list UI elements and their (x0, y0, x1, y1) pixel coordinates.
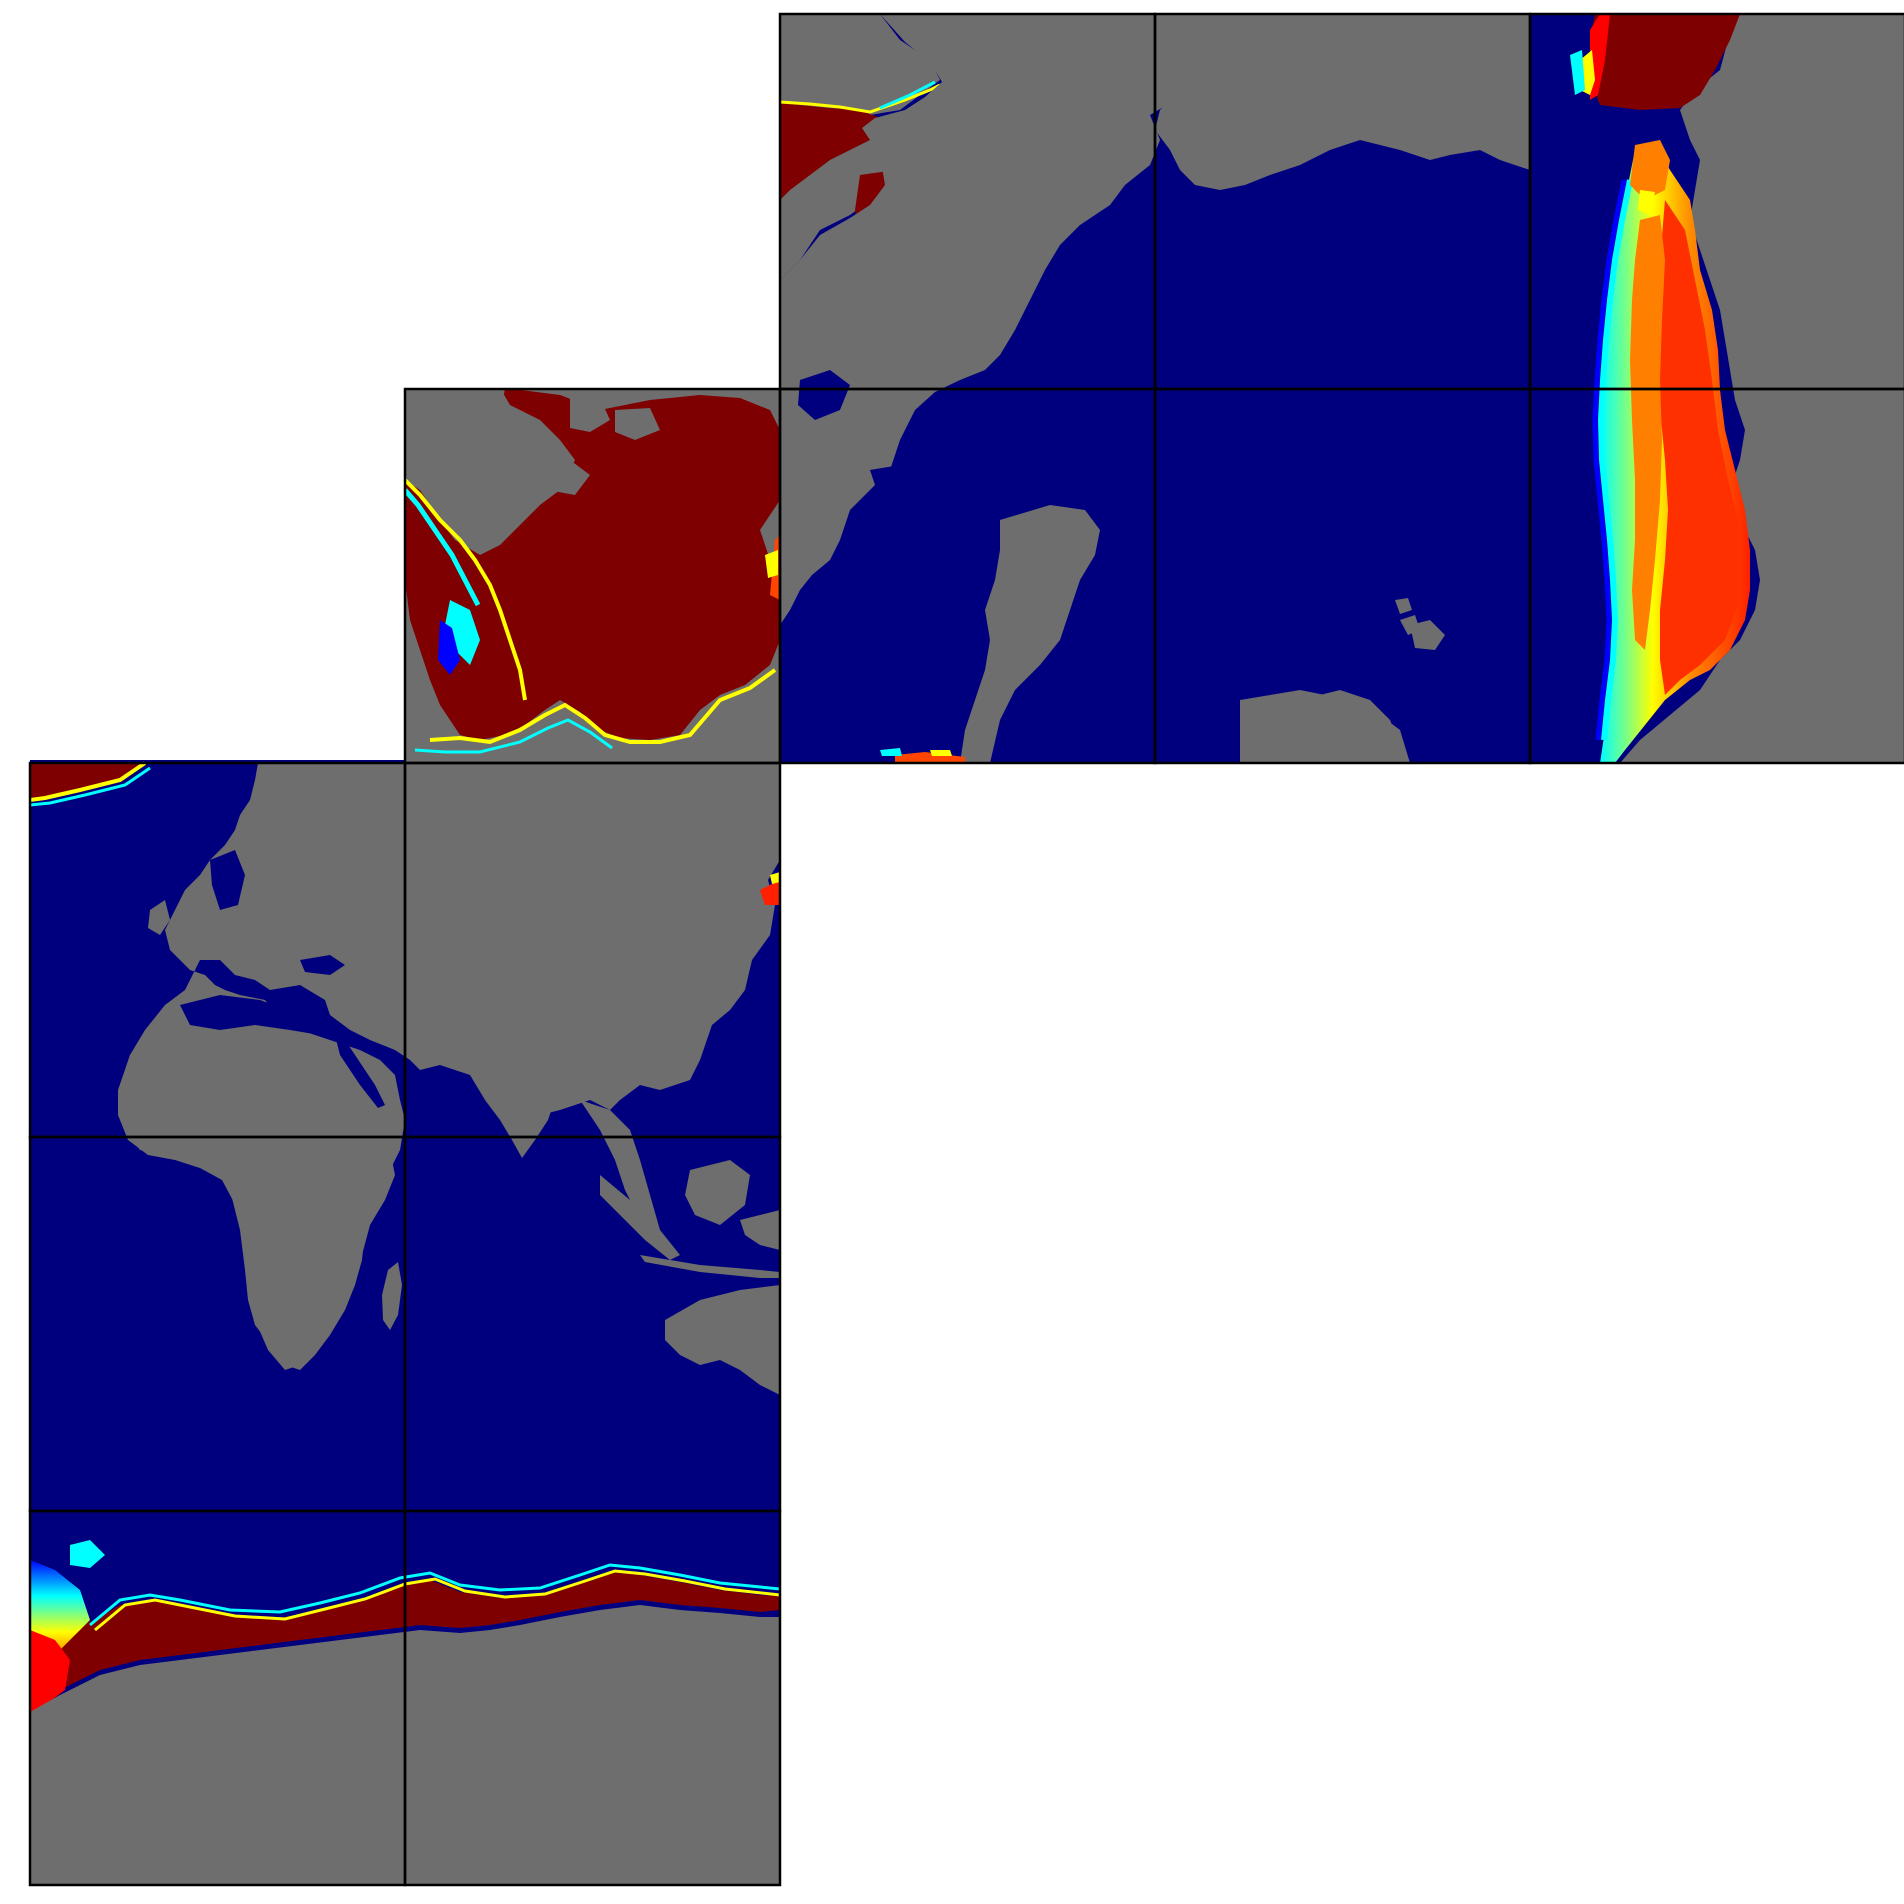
ice-pacific-orange (1630, 215, 1665, 650)
ice-arctic-blue-patch (445, 600, 480, 665)
land-antarctic-peninsula (1300, 690, 1400, 763)
land-siberia-alaska (780, 14, 940, 280)
land-borneo (685, 1160, 750, 1225)
black-sea (300, 955, 345, 975)
ice-arctic-fringe-edge (30, 761, 147, 802)
ice-pacific-top-neck (1630, 140, 1670, 200)
gulf-of-mexico (798, 370, 850, 420)
ice-arctic-fringe (30, 763, 145, 800)
ice-pacific-edge-cyan (1597, 179, 1633, 741)
ice-arctic-atlantic-cyan (405, 488, 481, 607)
ice-pacific-edge-blue (1592, 179, 1627, 741)
ice-weddell-red (30, 1630, 70, 1712)
ice-pacific-top-neck-yellow (1638, 190, 1655, 215)
land-british-isles (148, 900, 170, 935)
ice-top-right-block-edge (1590, 14, 1610, 100)
ice-weddell-cyan (70, 1540, 105, 1568)
land-pacific-island (1400, 615, 1420, 635)
ice-top-right-cyan (1570, 50, 1585, 95)
land-africa (118, 1055, 395, 1370)
ice-arctic-fringe-edge2 (30, 766, 151, 807)
land-south-america-top (960, 505, 1100, 763)
land-indochina (580, 1100, 660, 1230)
baltic-sea (210, 850, 245, 910)
land-madagascar (382, 1262, 402, 1330)
tile-left-3b (403, 1509, 782, 1887)
ice-arctic-atlantic-edge (405, 478, 527, 701)
land-sumatra (600, 1175, 680, 1260)
red-sea (335, 1035, 385, 1108)
ice-antarctic-edge-yellow (94, 1569, 780, 1632)
land-java-chain (640, 1255, 780, 1278)
ice-peninsula-cyan (880, 748, 902, 756)
ice-peninsula-yellow (930, 750, 952, 756)
land-australia (665, 1285, 780, 1395)
ice-pacific-core (1658, 200, 1742, 695)
land-greenland-top (1155, 14, 1530, 190)
ice-top-right-block (1590, 14, 1740, 110)
ice-bering-yellow (765, 550, 778, 578)
ice-arctic-pack (405, 388, 780, 740)
ice-antarctic-edge-outer (89, 1563, 780, 1627)
mediterranean-sea (180, 995, 330, 1035)
ice-peninsula-edge (895, 752, 965, 763)
face-grid (28, 12, 1904, 1887)
land-greenland (405, 388, 575, 548)
ice-arctic-bottom-cyan (414, 718, 613, 754)
ice-okhotsk-edge (770, 872, 780, 884)
ice-siberia-edge (780, 83, 941, 114)
ice-siberia-cyan (879, 80, 936, 110)
caribbean (870, 465, 920, 500)
ice-arctic-bottom-edge (429, 668, 777, 745)
tile-mid-3 (1528, 387, 1904, 765)
face-arctic (405, 388, 780, 763)
ice-okhotsk (760, 880, 780, 905)
ice-siberia-fringe (780, 100, 880, 200)
ice-arctic-blue-patch2 (438, 620, 460, 675)
land-new-guinea (740, 1210, 780, 1250)
